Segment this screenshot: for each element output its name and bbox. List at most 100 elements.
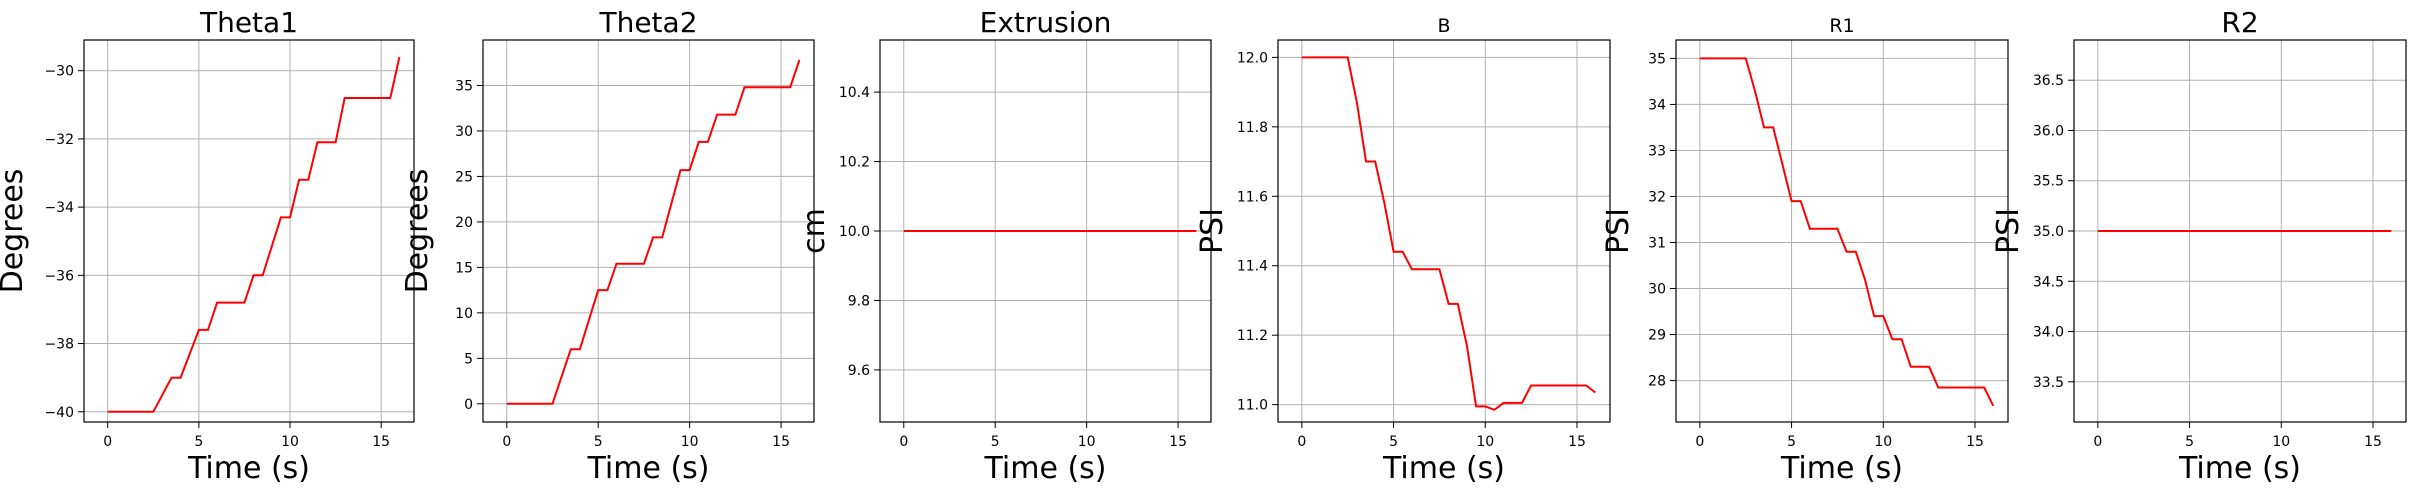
x-axis-label: Time (s): [984, 451, 1107, 486]
chart-title: Theta2: [598, 6, 697, 39]
subplot-b: 11.0 11.2 11.4 11.6 11.8 12.0 0 5 10 15 B Time (s) P…: [1195, 15, 1611, 486]
y-tick-label: 36.5: [2033, 73, 2064, 89]
y-tick-label: 20: [455, 215, 473, 231]
y-tick-label: 11.0: [1237, 398, 1268, 414]
y-tick-label: −38: [44, 337, 74, 353]
y-axis-label: Degrees: [0, 169, 30, 294]
y-axis-label: Degrees: [400, 169, 435, 294]
y-tick-label: 10.2: [839, 155, 870, 171]
chart-title: B: [1437, 15, 1450, 37]
x-tick-label: 10: [1078, 434, 1096, 450]
subplot-r2: 33.5 34.0 34.5 35.0 35.5 36.0 36.5 0 5 10 15 R2 Time…: [1991, 6, 2407, 486]
y-tick-label: 10: [455, 306, 473, 322]
x-tick-label: 15: [1568, 434, 1586, 450]
x-tick-label: 10: [1476, 434, 1494, 450]
axes-frame: [482, 39, 815, 423]
y-tick-label: −40: [44, 405, 74, 421]
y-tick-label: 10.0: [839, 224, 870, 240]
series-line: [1301, 56, 1596, 411]
x-tick-label: 0: [103, 434, 112, 450]
x-axis-label: Time (s): [1382, 451, 1505, 486]
axes-frame: [879, 39, 1212, 423]
x-tick-label: 10: [281, 434, 299, 450]
y-tick-label: 9.6: [848, 363, 870, 379]
x-tick-label: 5: [1389, 434, 1398, 450]
axes-frame: [83, 39, 415, 423]
x-tick-label: 10: [2272, 434, 2290, 450]
x-tick-label: 5: [991, 434, 1000, 450]
y-tick-label: 15: [455, 260, 473, 276]
y-tick-label: 11.6: [1237, 189, 1268, 205]
y-axis-label: PSI: [1195, 208, 1230, 254]
x-tick-label: 0: [1695, 434, 1704, 450]
x-tick-label: 15: [372, 434, 390, 450]
y-tick-label: 0: [464, 397, 473, 413]
x-tick-label: 15: [1169, 434, 1187, 450]
x-tick-label: 0: [899, 434, 908, 450]
x-tick-label: 10: [681, 434, 699, 450]
x-tick-label: 5: [2185, 434, 2194, 450]
y-tick-label: 34: [1648, 97, 1666, 113]
axes-frame: [1675, 39, 2009, 423]
x-tick-label: 0: [1297, 434, 1306, 450]
x-tick-label: 15: [2364, 434, 2382, 450]
y-tick-label: 35.5: [2033, 174, 2064, 190]
x-tick-label: 5: [1787, 434, 1796, 450]
x-axis-label: Time (s): [587, 451, 710, 486]
chart-title: R2: [2221, 6, 2258, 39]
subplot-r1: 28 29 30 31 32 33 34 35 0 5 10 15 R1 Time (s) PSI: [1601, 15, 2009, 486]
y-tick-label: 34.0: [2033, 325, 2064, 341]
y-tick-label: −36: [44, 268, 74, 284]
chart-title: Theta1: [199, 6, 298, 39]
series-line: [1699, 57, 1995, 407]
series-line: [506, 59, 801, 405]
y-tick-label: 11.4: [1237, 259, 1268, 275]
x-tick-label: 15: [1966, 434, 1984, 450]
y-tick-label: 9.8: [848, 293, 870, 309]
y-tick-label: 35: [1648, 51, 1666, 67]
x-tick-label: 5: [194, 434, 203, 450]
y-tick-label: 34.5: [2033, 274, 2064, 290]
y-tick-label: −30: [44, 64, 74, 80]
y-tick-label: 35.0: [2033, 224, 2064, 240]
y-tick-label: 12.0: [1237, 50, 1268, 66]
y-tick-label: 31: [1648, 236, 1666, 252]
y-tick-label: 25: [455, 169, 473, 185]
y-tick-label: 32: [1648, 189, 1666, 205]
y-tick-label: 33.5: [2033, 375, 2064, 391]
axes-frame: [1277, 39, 1611, 423]
x-tick-label: 0: [502, 434, 511, 450]
subplot-theta1: −40 −38 −36 −34 −32 −30 0 5 10 15 Theta1 Time (s) De…: [0, 6, 415, 486]
y-tick-label: −34: [44, 200, 74, 216]
chart-title: R1: [1829, 15, 1854, 37]
x-axis-label: Time (s): [2178, 451, 2301, 486]
x-tick-label: 5: [594, 434, 603, 450]
x-axis-label: Time (s): [1780, 451, 1903, 486]
y-tick-label: 10.4: [839, 85, 870, 101]
x-tick-label: 15: [772, 434, 790, 450]
y-tick-label: 30: [455, 124, 473, 140]
y-axis-label: PSI: [1601, 208, 1636, 254]
y-tick-label: −32: [44, 132, 74, 148]
x-axis-label: Time (s): [187, 451, 310, 486]
axes-frame: [2073, 39, 2407, 423]
y-tick-label: 11.8: [1237, 120, 1268, 136]
x-tick-label: 0: [2093, 434, 2102, 450]
x-tick-label: 10: [1874, 434, 1892, 450]
y-axis-label: cm: [797, 208, 832, 254]
series-line: [107, 56, 401, 413]
y-tick-label: 5: [464, 351, 473, 367]
y-tick-label: 36.0: [2033, 123, 2064, 139]
y-tick-label: 30: [1648, 282, 1666, 298]
y-tick-label: 29: [1648, 328, 1666, 344]
y-tick-label: 11.2: [1237, 328, 1268, 344]
y-tick-label: 35: [455, 78, 473, 94]
subplot-theta2: 0 5 10 15 20 25 30 35 0 5 10 15 Theta2 Time (s) Degree…: [400, 6, 815, 486]
chart-title: Extrusion: [980, 6, 1112, 39]
subplot-extrusion: 9.6 9.8 10.0 10.2 10.4 0 5 10 15 Extrusion Time (s…: [797, 6, 1212, 486]
y-axis-label: PSI: [1991, 208, 2026, 254]
y-tick-label: 33: [1648, 143, 1666, 159]
y-tick-label: 28: [1648, 374, 1666, 390]
